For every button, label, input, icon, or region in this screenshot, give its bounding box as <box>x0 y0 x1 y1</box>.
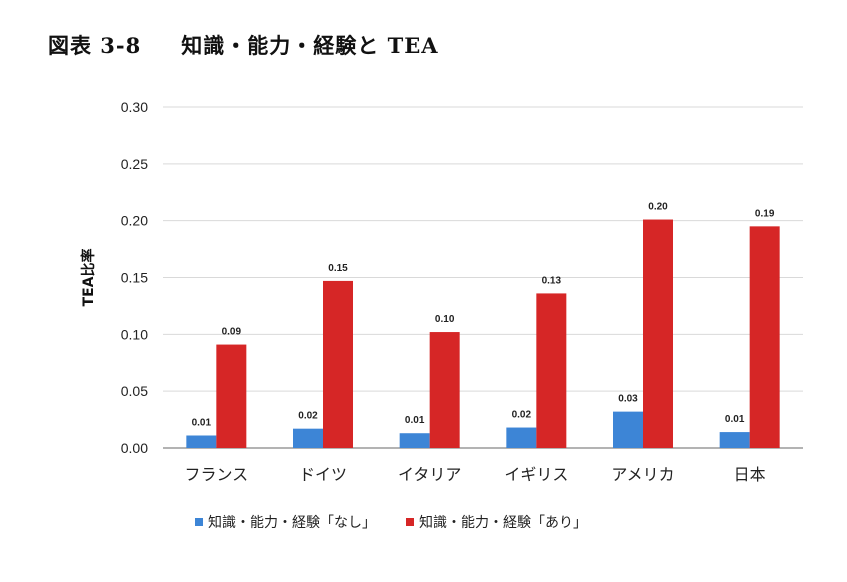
y-tick-label: 0.00 <box>121 440 148 456</box>
y-tick-label: 0.05 <box>121 383 148 399</box>
legend-label-yes: 知識・能力・経験「あり」 <box>419 515 587 531</box>
bar-none <box>719 432 750 448</box>
bar-yes <box>536 293 567 448</box>
bar-yes <box>429 332 460 448</box>
y-tick-label: 0.20 <box>121 213 148 229</box>
y-tick-label: 0.10 <box>121 326 148 342</box>
x-tick-label: イギリス <box>504 465 568 484</box>
x-tick-label: 日本 <box>734 465 766 484</box>
legend-swatch-yes <box>406 518 414 526</box>
y-axis-label: TEA比率 <box>80 249 97 307</box>
legend-item-yes: 知識・能力・経験「あり」 <box>406 512 587 532</box>
bar-yes <box>216 344 247 448</box>
data-label-none: 0.01 <box>405 415 425 426</box>
bar-none <box>293 428 323 448</box>
legend-label-none: 知識・能力・経験「なし」 <box>208 515 376 531</box>
bar-none <box>399 433 430 448</box>
data-label-yes: 0.13 <box>542 275 562 286</box>
data-label-yes: 0.15 <box>328 263 348 274</box>
data-label-yes: 0.10 <box>435 314 455 325</box>
figure-caption: 知識・能力・経験と TEA <box>181 33 439 58</box>
bar-none <box>613 411 643 448</box>
x-tick-label: イタリア <box>398 465 461 484</box>
data-label-none: 0.03 <box>618 394 638 405</box>
x-tick-label: アメリカ <box>611 465 674 484</box>
chart-legend: 知識・能力・経験「なし」 知識・能力・経験「あり」 <box>195 512 617 532</box>
data-label-yes: 0.19 <box>755 208 775 219</box>
data-label-none: 0.02 <box>512 410 532 421</box>
data-label-none: 0.01 <box>725 414 745 425</box>
bar-yes <box>643 219 673 448</box>
legend-item-none: 知識・能力・経験「なし」 <box>195 512 376 532</box>
figure-number: 図表 3-8 <box>48 33 142 58</box>
y-tick-label: 0.25 <box>121 156 148 172</box>
bar-none <box>186 435 217 448</box>
data-label-yes: 0.20 <box>648 202 668 213</box>
data-label-none: 0.01 <box>192 417 212 428</box>
data-label-yes: 0.09 <box>222 327 242 338</box>
legend-swatch-none <box>195 518 203 526</box>
x-tick-label: ドイツ <box>299 465 347 484</box>
bar-none <box>506 427 537 448</box>
bar-yes <box>323 280 353 448</box>
x-tick-label: フランス <box>184 465 248 484</box>
data-label-none: 0.02 <box>298 411 318 422</box>
y-tick-label: 0.30 <box>121 99 148 115</box>
figure-title: 図表 3-8 知識・能力・経験と TEA <box>48 30 439 60</box>
y-tick-label: 0.15 <box>121 270 148 286</box>
bar-yes <box>749 226 780 448</box>
